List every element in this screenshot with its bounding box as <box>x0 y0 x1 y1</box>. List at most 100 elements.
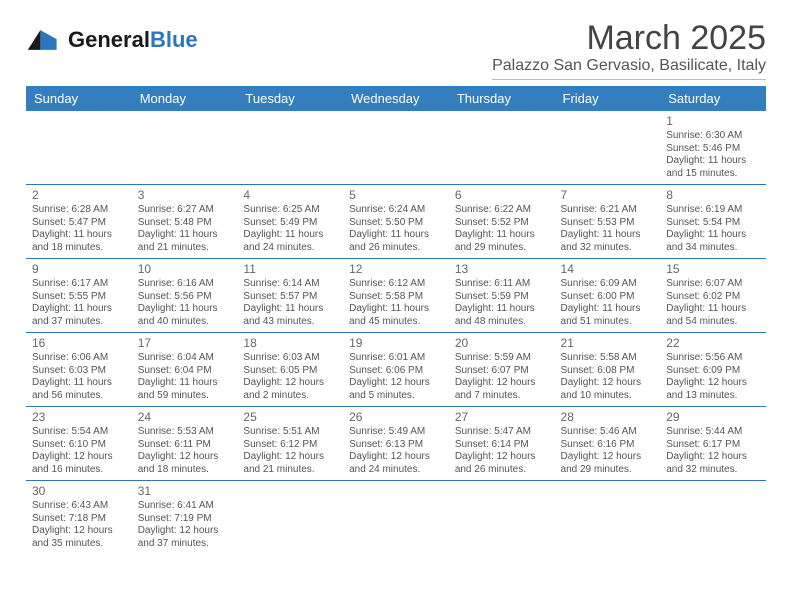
sunset-text: Sunset: 6:03 PM <box>32 365 126 378</box>
day-number: 18 <box>243 336 337 351</box>
dayname-header: Wednesday <box>343 86 449 111</box>
day-number: 7 <box>561 188 655 203</box>
daylight-text: Daylight: 12 hours and 32 minutes. <box>666 451 760 476</box>
day-number: 21 <box>561 336 655 351</box>
dayname-header: Thursday <box>449 86 555 111</box>
sunrise-text: Sunrise: 6:12 AM <box>349 278 443 291</box>
calendar-week-row: 1Sunrise: 6:30 AMSunset: 5:46 PMDaylight… <box>26 111 766 185</box>
calendar-empty-cell <box>449 111 555 185</box>
daylight-text: Daylight: 11 hours and 21 minutes. <box>138 229 232 254</box>
day-number: 3 <box>138 188 232 203</box>
calendar-week-row: 2Sunrise: 6:28 AMSunset: 5:47 PMDaylight… <box>26 185 766 259</box>
daylight-text: Daylight: 11 hours and 24 minutes. <box>243 229 337 254</box>
sunset-text: Sunset: 5:52 PM <box>455 217 549 230</box>
daylight-text: Daylight: 11 hours and 56 minutes. <box>32 377 126 402</box>
month-title: March 2025 <box>492 20 766 57</box>
day-number: 17 <box>138 336 232 351</box>
daylight-text: Daylight: 12 hours and 37 minutes. <box>138 525 232 550</box>
sunrise-text: Sunrise: 6:09 AM <box>561 278 655 291</box>
calendar-day-cell: 18Sunrise: 6:03 AMSunset: 6:05 PMDayligh… <box>237 333 343 407</box>
calendar-week-row: 23Sunrise: 5:54 AMSunset: 6:10 PMDayligh… <box>26 407 766 481</box>
sunrise-text: Sunrise: 6:19 AM <box>666 204 760 217</box>
sunrise-text: Sunrise: 6:04 AM <box>138 352 232 365</box>
day-number: 19 <box>349 336 443 351</box>
calendar-day-cell: 21Sunrise: 5:58 AMSunset: 6:08 PMDayligh… <box>555 333 661 407</box>
sunset-text: Sunset: 5:48 PM <box>138 217 232 230</box>
calendar-day-cell: 17Sunrise: 6:04 AMSunset: 6:04 PMDayligh… <box>132 333 238 407</box>
sunrise-text: Sunrise: 6:28 AM <box>32 204 126 217</box>
sunrise-text: Sunrise: 5:56 AM <box>666 352 760 365</box>
sunrise-text: Sunrise: 6:11 AM <box>455 278 549 291</box>
sunrise-text: Sunrise: 5:59 AM <box>455 352 549 365</box>
daylight-text: Daylight: 11 hours and 48 minutes. <box>455 303 549 328</box>
calendar-day-cell: 1Sunrise: 6:30 AMSunset: 5:46 PMDaylight… <box>660 111 766 185</box>
daylight-text: Daylight: 12 hours and 26 minutes. <box>455 451 549 476</box>
sunrise-text: Sunrise: 6:43 AM <box>32 500 126 513</box>
daylight-text: Daylight: 12 hours and 29 minutes. <box>561 451 655 476</box>
calendar-day-cell: 23Sunrise: 5:54 AMSunset: 6:10 PMDayligh… <box>26 407 132 481</box>
calendar-empty-cell <box>237 481 343 555</box>
sunrise-text: Sunrise: 5:47 AM <box>455 426 549 439</box>
header: GeneralBlue March 2025 Palazzo San Gerva… <box>26 20 766 80</box>
calendar-day-cell: 13Sunrise: 6:11 AMSunset: 5:59 PMDayligh… <box>449 259 555 333</box>
day-number: 2 <box>32 188 126 203</box>
calendar-week-row: 9Sunrise: 6:17 AMSunset: 5:55 PMDaylight… <box>26 259 766 333</box>
daylight-text: Daylight: 11 hours and 15 minutes. <box>666 155 760 180</box>
calendar-empty-cell <box>343 111 449 185</box>
sunrise-text: Sunrise: 6:14 AM <box>243 278 337 291</box>
daylight-text: Daylight: 11 hours and 34 minutes. <box>666 229 760 254</box>
calendar-empty-cell <box>132 111 238 185</box>
calendar-page: GeneralBlue March 2025 Palazzo San Gerva… <box>0 0 792 612</box>
sunrise-text: Sunrise: 6:07 AM <box>666 278 760 291</box>
sunset-text: Sunset: 6:11 PM <box>138 439 232 452</box>
sunrise-text: Sunrise: 5:54 AM <box>32 426 126 439</box>
day-number: 9 <box>32 262 126 277</box>
daylight-text: Daylight: 11 hours and 54 minutes. <box>666 303 760 328</box>
daylight-text: Daylight: 12 hours and 18 minutes. <box>138 451 232 476</box>
calendar-day-cell: 30Sunrise: 6:43 AMSunset: 7:18 PMDayligh… <box>26 481 132 555</box>
calendar-empty-cell <box>555 111 661 185</box>
day-number: 12 <box>349 262 443 277</box>
daylight-text: Daylight: 11 hours and 32 minutes. <box>561 229 655 254</box>
sunrise-text: Sunrise: 6:24 AM <box>349 204 443 217</box>
calendar-empty-cell <box>237 111 343 185</box>
sunrise-text: Sunrise: 6:03 AM <box>243 352 337 365</box>
calendar-day-cell: 8Sunrise: 6:19 AMSunset: 5:54 PMDaylight… <box>660 185 766 259</box>
brand-name: GeneralBlue <box>68 27 198 53</box>
day-number: 20 <box>455 336 549 351</box>
daylight-text: Daylight: 11 hours and 59 minutes. <box>138 377 232 402</box>
day-number: 4 <box>243 188 337 203</box>
day-number: 27 <box>455 410 549 425</box>
sunrise-text: Sunrise: 5:53 AM <box>138 426 232 439</box>
calendar-day-cell: 19Sunrise: 6:01 AMSunset: 6:06 PMDayligh… <box>343 333 449 407</box>
sunset-text: Sunset: 5:58 PM <box>349 291 443 304</box>
day-number: 30 <box>32 484 126 499</box>
calendar-day-cell: 24Sunrise: 5:53 AMSunset: 6:11 PMDayligh… <box>132 407 238 481</box>
calendar-day-cell: 15Sunrise: 6:07 AMSunset: 6:02 PMDayligh… <box>660 259 766 333</box>
sunset-text: Sunset: 5:57 PM <box>243 291 337 304</box>
day-number: 11 <box>243 262 337 277</box>
day-number: 23 <box>32 410 126 425</box>
calendar-empty-cell <box>343 481 449 555</box>
sunset-text: Sunset: 6:17 PM <box>666 439 760 452</box>
sunset-text: Sunset: 6:06 PM <box>349 365 443 378</box>
daylight-text: Daylight: 12 hours and 5 minutes. <box>349 377 443 402</box>
sunrise-text: Sunrise: 6:01 AM <box>349 352 443 365</box>
dayname-header: Saturday <box>660 86 766 111</box>
daylight-text: Daylight: 11 hours and 29 minutes. <box>455 229 549 254</box>
dayname-header: Monday <box>132 86 238 111</box>
day-number: 28 <box>561 410 655 425</box>
day-number: 29 <box>666 410 760 425</box>
sunset-text: Sunset: 6:05 PM <box>243 365 337 378</box>
sunset-text: Sunset: 6:09 PM <box>666 365 760 378</box>
calendar-empty-cell <box>26 111 132 185</box>
sunset-text: Sunset: 7:18 PM <box>32 513 126 526</box>
calendar-day-cell: 7Sunrise: 6:21 AMSunset: 5:53 PMDaylight… <box>555 185 661 259</box>
daylight-text: Daylight: 11 hours and 45 minutes. <box>349 303 443 328</box>
calendar-day-cell: 28Sunrise: 5:46 AMSunset: 6:16 PMDayligh… <box>555 407 661 481</box>
calendar-day-cell: 10Sunrise: 6:16 AMSunset: 5:56 PMDayligh… <box>132 259 238 333</box>
sunset-text: Sunset: 6:04 PM <box>138 365 232 378</box>
brand-logo: GeneralBlue <box>26 26 198 54</box>
day-number: 26 <box>349 410 443 425</box>
sunrise-text: Sunrise: 5:44 AM <box>666 426 760 439</box>
